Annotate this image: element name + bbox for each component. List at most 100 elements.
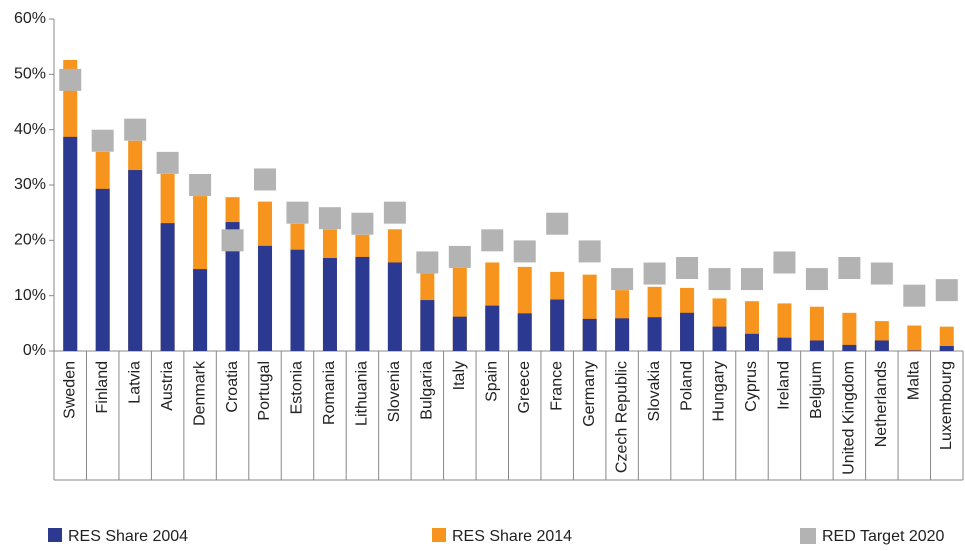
x-tick-label: Greece — [516, 361, 533, 414]
bar — [550, 299, 565, 351]
x-tick-label: France — [548, 361, 565, 411]
x-tick-label: Cyprus — [743, 361, 760, 412]
y-tick-label: 30% — [14, 176, 46, 193]
target-marker — [513, 240, 536, 263]
y-tick-label: 20% — [14, 232, 46, 249]
target-marker — [903, 284, 926, 307]
target-marker — [189, 174, 212, 196]
x-tick-label: Croatia — [224, 361, 241, 413]
legend-label: RED Target 2020 — [822, 528, 945, 545]
y-tick-label: 50% — [14, 66, 46, 83]
bar — [615, 318, 630, 351]
bar — [225, 222, 240, 351]
bar — [420, 300, 435, 351]
target-marker — [935, 279, 958, 302]
x-tick-label: Slovenia — [386, 361, 403, 422]
bar — [258, 245, 273, 351]
x-tick-label: Belgium — [808, 361, 825, 419]
x-tick-label: Hungary — [711, 361, 728, 421]
bar — [842, 312, 857, 351]
bar — [160, 223, 175, 351]
target-marker — [59, 68, 82, 91]
legend-label: RES Share 2004 — [68, 528, 188, 545]
target-marker — [578, 240, 601, 263]
target-marker — [318, 207, 341, 230]
target-marker — [254, 168, 277, 191]
x-tick-label: Estonia — [289, 361, 306, 414]
x-tick-label: United Kingdom — [841, 361, 858, 475]
bar — [485, 305, 500, 351]
bar — [95, 188, 110, 351]
bar — [777, 337, 792, 351]
legend-swatch — [800, 528, 816, 544]
x-tick-label: Poland — [678, 361, 695, 411]
target-marker — [708, 268, 731, 291]
target-marker — [448, 245, 471, 268]
bar — [322, 258, 337, 351]
target-marker — [383, 201, 406, 224]
bar — [290, 249, 305, 351]
legend-swatch — [432, 528, 446, 542]
bar — [647, 317, 662, 351]
x-tick-label: Luxembourg — [938, 361, 955, 450]
bar — [809, 340, 824, 351]
target-marker — [740, 268, 763, 291]
bar — [355, 256, 370, 351]
bar — [582, 318, 597, 351]
x-tick-label: Lithuania — [354, 361, 371, 426]
x-tick-label: Austria — [159, 361, 176, 411]
target-marker — [416, 251, 439, 274]
bar — [907, 325, 922, 351]
target-marker — [91, 129, 114, 152]
x-tick-label: Bulgaria — [419, 361, 436, 420]
bar — [842, 344, 857, 351]
target-marker — [351, 212, 374, 235]
bar — [63, 136, 78, 351]
target-marker — [286, 201, 309, 224]
y-tick-label: 60% — [14, 10, 46, 27]
target-marker — [773, 251, 796, 274]
x-tick-label: Latvia — [126, 361, 143, 404]
x-tick-label: Slovakia — [646, 361, 663, 422]
target-marker — [611, 268, 634, 291]
bar — [744, 333, 759, 351]
target-marker — [546, 212, 569, 235]
x-tick-label: Ireland — [776, 361, 793, 410]
bar — [712, 326, 727, 351]
target-marker — [838, 257, 861, 279]
legend-swatch — [48, 528, 62, 542]
target-marker — [124, 118, 147, 141]
x-tick-label: Sweden — [61, 361, 78, 419]
target-marker — [481, 229, 504, 252]
x-tick-label: Finland — [94, 361, 111, 413]
bar — [809, 306, 824, 351]
x-tick-label: Malta — [906, 361, 923, 400]
y-tick-label: 0% — [23, 342, 46, 359]
bar — [387, 262, 402, 351]
target-marker — [676, 257, 699, 279]
bar — [939, 326, 954, 351]
x-tick-label: Spain — [483, 361, 500, 402]
y-tick-label: 10% — [14, 287, 46, 304]
bar — [874, 340, 889, 351]
target-marker — [805, 268, 828, 291]
target-marker — [221, 229, 244, 252]
x-tick-label: Czech Republic — [613, 361, 630, 473]
target-marker — [870, 262, 893, 285]
legend-label: RES Share 2014 — [452, 528, 572, 545]
bar — [452, 316, 467, 351]
x-tick-label: Italy — [451, 361, 468, 390]
x-tick-label: Denmark — [191, 360, 208, 426]
x-tick-label: Portugal — [256, 361, 273, 421]
y-tick-label: 40% — [14, 121, 46, 138]
bar — [128, 170, 143, 351]
bar — [907, 350, 922, 351]
bar — [680, 312, 695, 351]
x-tick-label: Romania — [321, 361, 338, 425]
bar — [517, 313, 532, 351]
x-tick-label: Germany — [581, 361, 598, 427]
target-marker — [643, 262, 666, 285]
x-tick-label: Netherlands — [873, 361, 890, 447]
bar — [193, 269, 208, 351]
